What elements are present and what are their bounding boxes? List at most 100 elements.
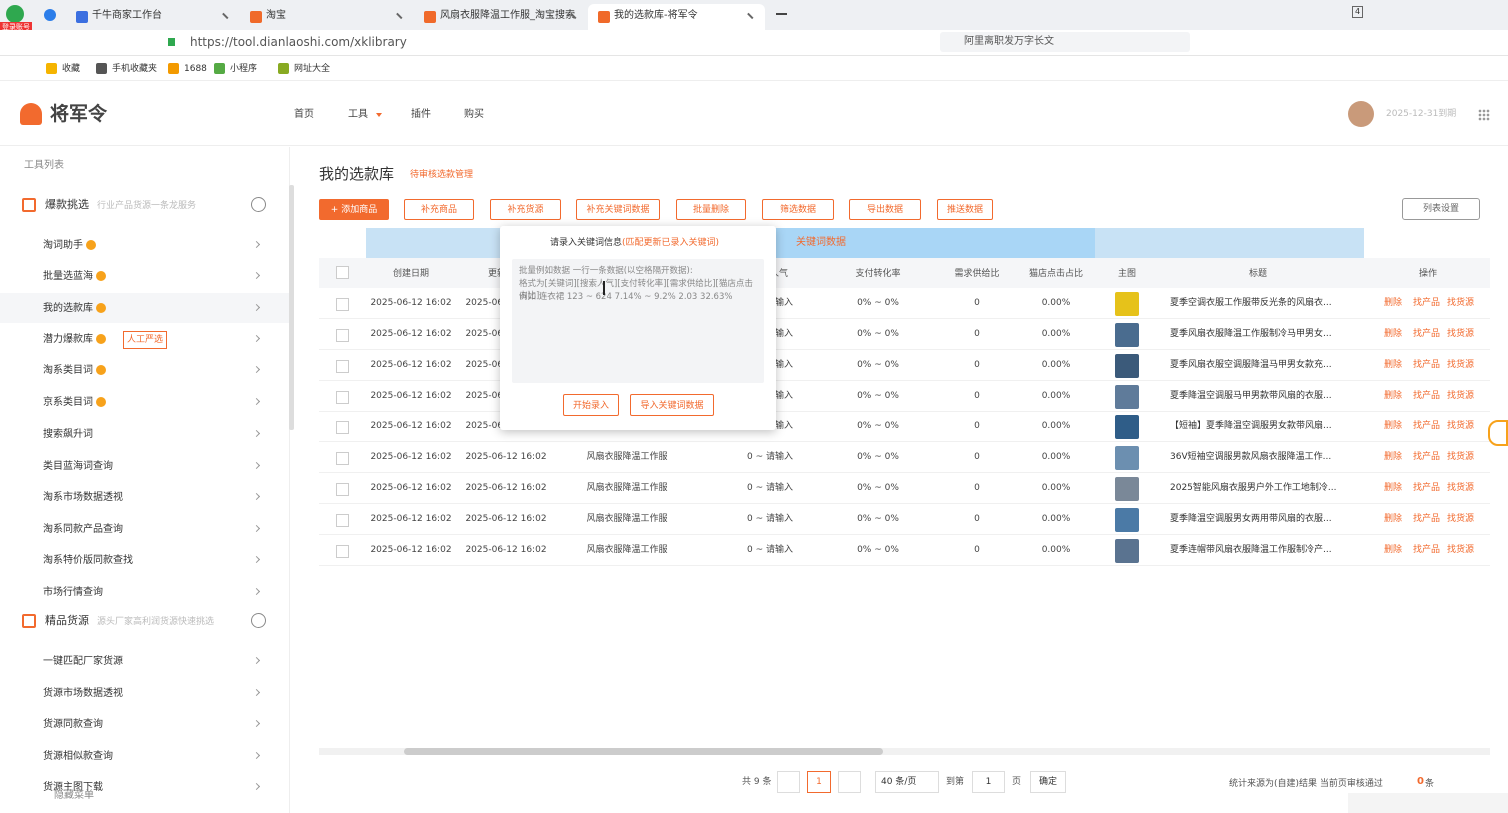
sidebar-item[interactable]: 淘系市场数据透视	[43, 492, 123, 503]
row-action[interactable]: 找货源	[1447, 545, 1475, 555]
row-checkbox[interactable]	[336, 483, 349, 496]
sidebar-item[interactable]: 市场行情查询	[43, 587, 103, 598]
sidebar-item[interactable]: 淘系类目词	[43, 365, 93, 376]
main-link[interactable]: 待审核选款管理	[410, 170, 474, 180]
next[interactable]	[838, 771, 861, 793]
browser-tab[interactable]: 风扇衣服降温工作服_淘宝搜索	[414, 4, 588, 30]
header-checkbox[interactable]	[336, 266, 349, 279]
sidebar-item[interactable]: 一键匹配厂家货源	[43, 656, 123, 667]
row-checkbox[interactable]	[336, 545, 349, 558]
browser-logo	[6, 5, 24, 23]
sidebar-item[interactable]: 淘系特价版同款查找	[43, 555, 133, 566]
hide-menu[interactable]: 隐藏菜单	[54, 790, 94, 801]
nav-item[interactable]: 插件	[411, 109, 431, 120]
sidebar-item[interactable]: 货源同款查询	[43, 719, 103, 730]
sidebar-item[interactable]: 类目蓝海词查询	[43, 461, 113, 472]
bookmark[interactable]: 小程序	[230, 64, 258, 74]
bookmark[interactable]: 手机收藏夹	[112, 64, 158, 74]
row-action[interactable]: 找货源	[1447, 360, 1475, 370]
sidebar-item[interactable]: 淘词助手	[43, 240, 83, 251]
toolbar-button[interactable]: 补充商品	[404, 199, 474, 220]
settings-button[interactable]: 列表设置	[1402, 198, 1480, 220]
row-action[interactable]: 找货源	[1447, 514, 1475, 524]
row-checkbox[interactable]	[336, 360, 349, 373]
page-box[interactable]: 1	[807, 771, 831, 793]
row-action[interactable]: 找产品	[1413, 298, 1441, 308]
sidebar-item[interactable]: 货源相似款查询	[43, 751, 113, 762]
row-action[interactable]: 删除	[1384, 298, 1403, 308]
row-action[interactable]: 找产品	[1413, 329, 1441, 339]
row-action[interactable]: 删除	[1384, 545, 1403, 555]
nav-item[interactable]: 工具	[348, 109, 368, 120]
row-action[interactable]: 找产品	[1413, 452, 1441, 462]
row-action[interactable]: 删除	[1384, 421, 1403, 431]
row-action[interactable]: 删除	[1384, 514, 1403, 524]
row-action[interactable]: 找产品	[1413, 391, 1441, 401]
row-action[interactable]: 找货源	[1447, 483, 1475, 493]
sidebar-item[interactable]: 货源主图下载	[43, 782, 103, 793]
modal-button[interactable]: 导入关键词数据	[630, 394, 714, 416]
row-action[interactable]: 找货源	[1447, 329, 1475, 339]
row-action[interactable]: 找货源	[1447, 391, 1475, 401]
tab-close[interactable]	[222, 12, 229, 19]
row-action[interactable]: 找货源	[1447, 452, 1475, 462]
row-action[interactable]: 找产品	[1413, 483, 1441, 493]
row-action[interactable]: 找产品	[1413, 545, 1441, 555]
nav-item[interactable]: 首页	[294, 109, 314, 120]
row-action[interactable]: 找产品	[1413, 360, 1441, 370]
browser-tab[interactable]: 我的选款库-将军令	[588, 4, 765, 30]
modal-button[interactable]: 开始录入	[563, 394, 619, 416]
browser-tab[interactable]: 千牛商家工作台	[66, 4, 240, 30]
new-tab[interactable]	[776, 13, 787, 15]
tab-close[interactable]	[747, 12, 754, 19]
row-action[interactable]: 找产品	[1413, 421, 1441, 431]
toolbar-button[interactable]: 推送数据	[937, 199, 993, 220]
sidebar-item[interactable]: 我的选款库	[43, 303, 93, 314]
toolbar-button[interactable]: 导出数据	[849, 199, 921, 220]
group-toggle[interactable]	[251, 613, 266, 628]
row-action[interactable]: 删除	[1384, 452, 1403, 462]
row-action[interactable]: 删除	[1384, 483, 1403, 493]
sidebar-item[interactable]: 潜力爆款库	[43, 334, 93, 345]
group-title[interactable]: 精品货源	[45, 614, 89, 627]
sidebar-item[interactable]: 批量选蓝海	[43, 271, 93, 282]
sidebar-item[interactable]: 京系类目词	[43, 397, 93, 408]
nav-item[interactable]: 购买	[464, 109, 484, 120]
row-checkbox[interactable]	[336, 329, 349, 342]
toolbar-button[interactable]: + 添加商品	[319, 199, 389, 220]
browser-tab[interactable]: 淘宝	[240, 4, 414, 30]
toolbar-button[interactable]: 筛选数据	[762, 199, 834, 220]
prev[interactable]	[777, 771, 800, 793]
side-float[interactable]	[1488, 420, 1508, 446]
apps-grid[interactable]	[1478, 109, 1490, 121]
bookmark[interactable]: 1688	[184, 64, 207, 74]
page-size-box[interactable]: 40 条/页	[875, 771, 939, 793]
bookmark[interactable]: 网址大全	[294, 64, 331, 74]
goto-box[interactable]: 1	[972, 771, 1005, 793]
confirm-box[interactable]: 确定	[1030, 771, 1066, 793]
row-action[interactable]: 找产品	[1413, 514, 1441, 524]
sidebar-item[interactable]: 货源市场数据透视	[43, 688, 123, 699]
row-checkbox[interactable]	[336, 298, 349, 311]
tab-close[interactable]	[396, 12, 403, 19]
row-action[interactable]: 找货源	[1447, 298, 1475, 308]
row-action[interactable]: 删除	[1384, 391, 1403, 401]
group-title[interactable]: 爆款挑选	[45, 198, 89, 211]
row-checkbox[interactable]	[336, 421, 349, 434]
row-action[interactable]: 删除	[1384, 329, 1403, 339]
sidebar-item[interactable]: 淘系同款产品查询	[43, 524, 123, 535]
avatar[interactable]	[1348, 101, 1374, 127]
modal-textarea[interactable]: 批量例如数据 一行一条数据(以空格隔开数据): 格式为[关键词][搜索人气][支付…	[512, 259, 764, 383]
toolbar-button[interactable]: 批量删除	[676, 199, 746, 220]
row-checkbox[interactable]	[336, 391, 349, 404]
row-action[interactable]: 删除	[1384, 360, 1403, 370]
sidebar-item[interactable]: 搜索飙升词	[43, 429, 93, 440]
group-toggle[interactable]	[251, 197, 266, 212]
toolbar-button[interactable]: 补充关键词数据	[576, 199, 660, 220]
row-checkbox[interactable]	[336, 514, 349, 527]
placeholder-line: 格式为[关键词][搜索人气][支付转化率][需求供给比][猫店点击占比]:	[519, 279, 753, 301]
toolbar-button[interactable]: 补充货源	[490, 199, 561, 220]
row-checkbox[interactable]	[336, 452, 349, 465]
bookmark[interactable]: 收藏	[62, 64, 81, 74]
row-action[interactable]: 找货源	[1447, 421, 1475, 431]
